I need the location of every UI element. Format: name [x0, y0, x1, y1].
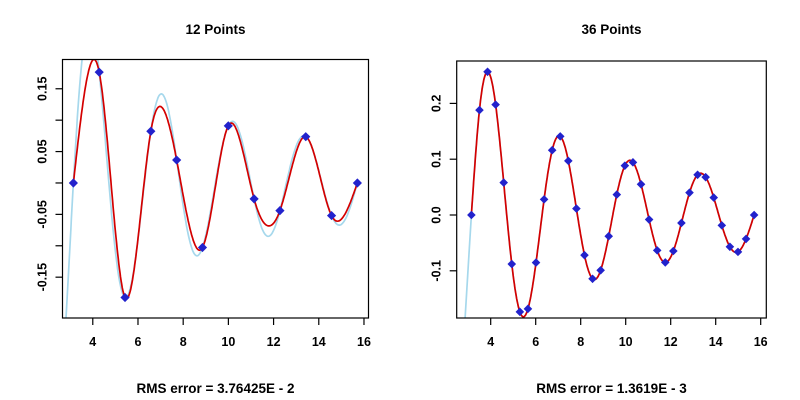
x-tick-label: 14 — [312, 335, 326, 349]
sample-point — [326, 210, 337, 221]
sample-point — [467, 210, 476, 220]
sample-point — [604, 231, 614, 241]
x-tick-label: 16 — [357, 335, 371, 349]
x-tick-label: 8 — [577, 335, 584, 349]
y-tick-label: 0.2 — [430, 95, 444, 112]
sample-point — [669, 246, 678, 256]
sample-point — [120, 292, 130, 303]
sample-point — [596, 265, 605, 275]
plot-box — [456, 60, 767, 319]
y-tick-label: 0.05 — [36, 139, 50, 163]
sample-point — [531, 258, 541, 267]
x-tick-label: 10 — [619, 335, 633, 349]
x-tick-label: 12 — [267, 335, 281, 349]
sample-point — [685, 188, 694, 197]
sample-point — [620, 161, 630, 170]
sample-point — [301, 132, 311, 142]
y-tick-label: 0.15 — [36, 77, 50, 101]
sample-point — [499, 178, 508, 187]
sample-point — [572, 204, 581, 213]
sample-point — [580, 250, 589, 260]
sample-point — [547, 145, 557, 155]
rms-label-1: RMS error = 1.3619E - 3 — [536, 381, 687, 396]
sample-point — [352, 178, 362, 188]
interpolant-curve — [72, 59, 359, 300]
sample-point — [725, 242, 735, 252]
sample-point — [197, 242, 208, 253]
sample-point — [749, 210, 759, 220]
sample-point — [588, 274, 597, 284]
sample-point — [146, 126, 156, 136]
y-tick-label: 0.1 — [430, 150, 444, 167]
y-tick-label: -0.15 — [36, 263, 50, 292]
panel-0: 4 6 8 10 12 14 16 -0.15 -0.05 0.05 0.15 — [36, 58, 371, 349]
x-tick-label: 4 — [487, 335, 494, 349]
x-tick-label: 14 — [709, 335, 723, 349]
sample-point — [660, 258, 670, 267]
rms-label-0: RMS error = 3.76425E - 2 — [136, 381, 295, 396]
x-tick-label: 6 — [135, 335, 142, 349]
y-tick-label: -0.05 — [36, 200, 50, 229]
sample-point — [612, 190, 622, 199]
x-tick-label: 8 — [180, 335, 187, 349]
sample-point — [539, 195, 549, 204]
x-tick-label: 16 — [754, 335, 768, 349]
panel-title-1: 36 Points — [581, 22, 642, 37]
panel-title-0: 12 Points — [185, 22, 246, 37]
sample-point — [249, 194, 259, 204]
sample-point — [564, 156, 573, 166]
sample-point — [709, 193, 719, 202]
sample-point — [652, 246, 662, 255]
sample-point — [644, 215, 654, 224]
plot-box — [61, 58, 370, 319]
sample-point — [733, 247, 743, 257]
x-tick-label: 6 — [532, 335, 539, 349]
sample-point — [693, 170, 702, 180]
x-tick-label: 4 — [89, 335, 96, 349]
sample-point — [475, 105, 484, 115]
sample-point — [717, 221, 727, 230]
x-tick-label: 10 — [221, 335, 235, 349]
sample-point — [275, 206, 285, 216]
sample-point — [677, 218, 686, 228]
sample-point — [555, 132, 565, 141]
x-tick-label: 12 — [664, 335, 678, 349]
sample-point — [636, 180, 646, 189]
sample-point — [223, 121, 233, 131]
interpolant-curve — [470, 70, 755, 318]
sample-point — [741, 234, 751, 244]
true-function-curve — [65, 59, 359, 318]
sample-point — [507, 259, 517, 269]
sample-point — [491, 100, 500, 109]
sample-point — [523, 304, 533, 314]
sample-point — [68, 178, 78, 188]
sample-point — [628, 158, 638, 167]
sample-point — [172, 155, 182, 165]
sample-point — [515, 307, 525, 317]
sample-point — [701, 172, 710, 182]
sample-point — [94, 67, 104, 77]
sample-point — [483, 67, 492, 77]
panel-1: 4 6 8 10 12 14 16 -0.1 0.0 0.1 0.2 — [430, 60, 768, 349]
y-tick-label: 0.0 — [430, 206, 444, 223]
y-tick-label: -0.1 — [430, 260, 444, 282]
